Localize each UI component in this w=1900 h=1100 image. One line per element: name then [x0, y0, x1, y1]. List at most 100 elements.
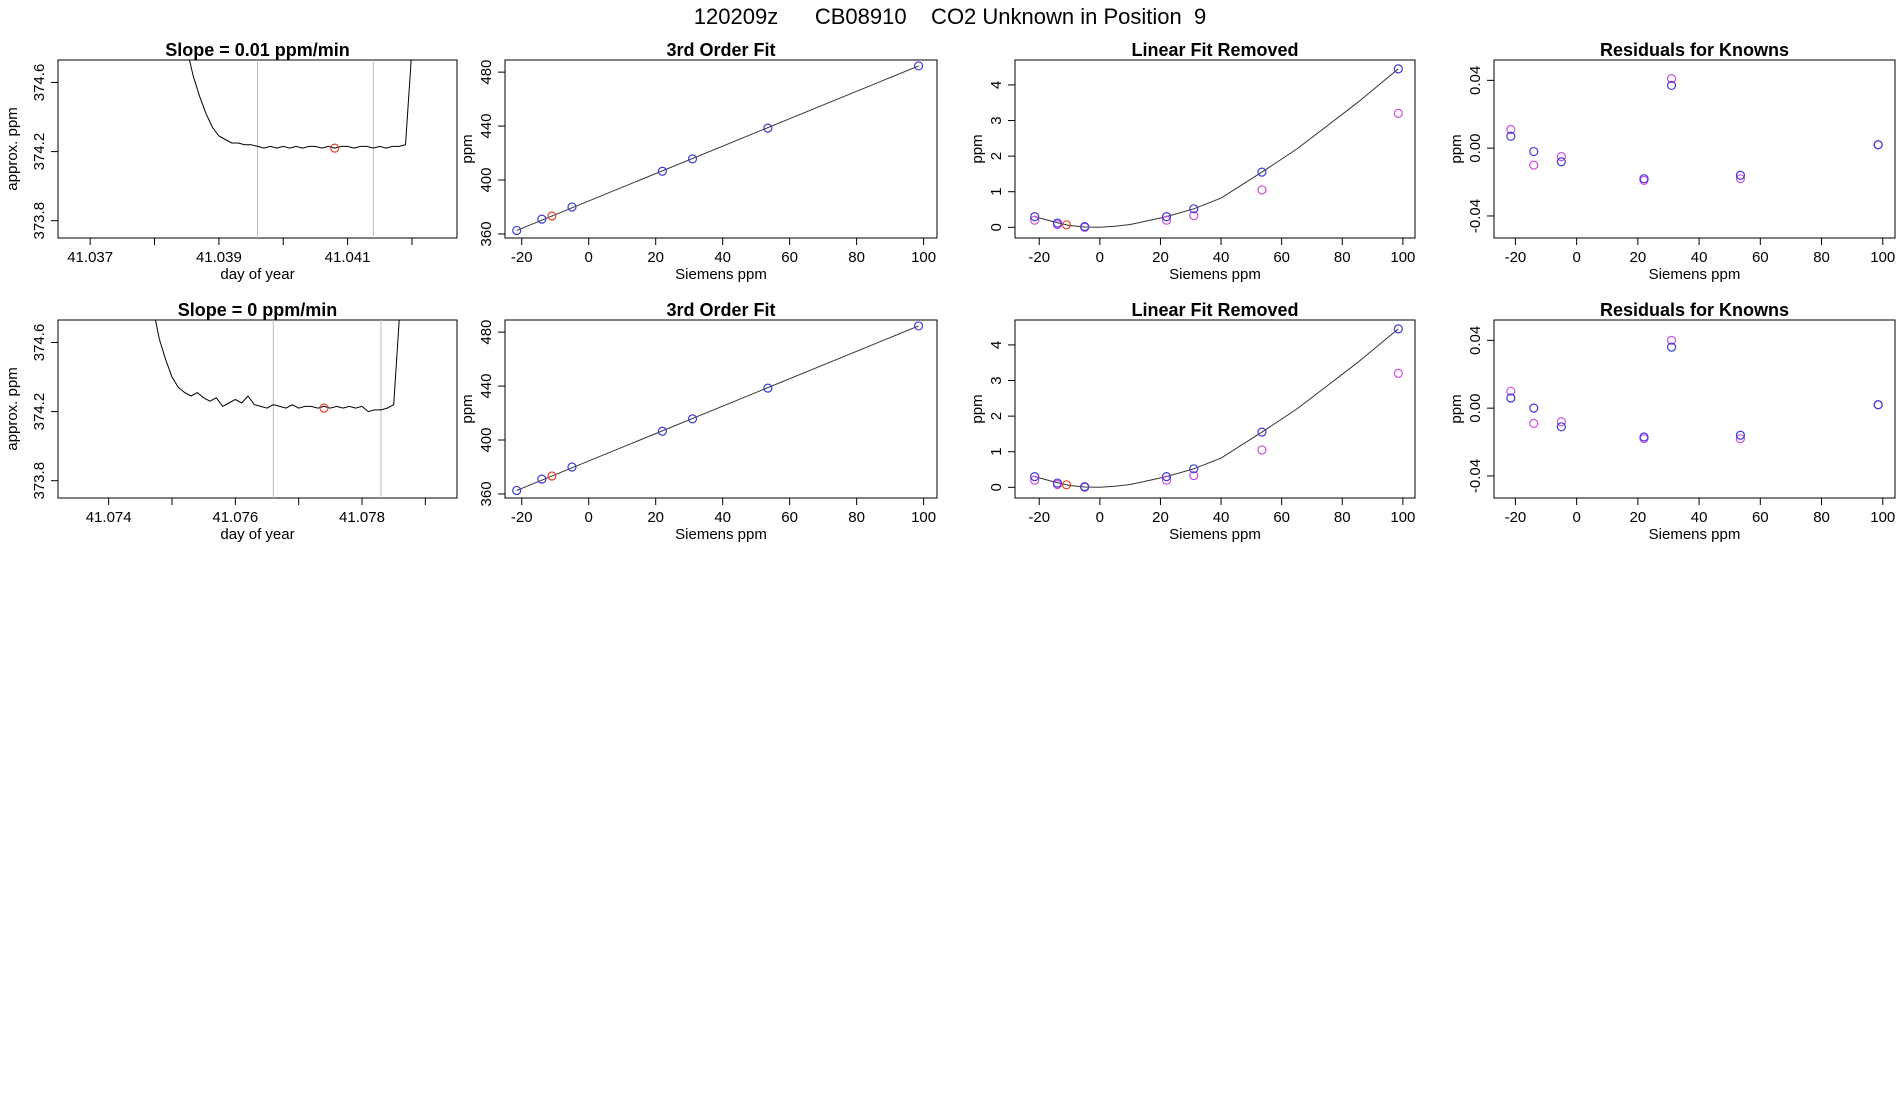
- y-axis-label: ppm: [459, 394, 476, 423]
- unknown-point: [1061, 220, 1072, 230]
- y-axis-label: approx. ppm: [4, 367, 21, 450]
- plot-area: [512, 61, 924, 236]
- y-axis-label: ppm: [969, 394, 986, 423]
- known-point: [512, 225, 522, 236]
- x-tick-label: 80: [1334, 249, 1351, 266]
- alt-point: [1556, 152, 1566, 162]
- plot-area: [1030, 64, 1403, 232]
- chart-r2-fit: 3rd Order Fit -20 0 20 40 60 80 100 360 400 440 480…: [459, 300, 938, 543]
- known-point: [567, 462, 577, 472]
- fit-line: [516, 325, 919, 491]
- y-tick-label: 440: [478, 374, 495, 399]
- known-point: [1161, 472, 1172, 482]
- chart-r1-timeseries: Slope = 0.01 ppm/min 41.037 41.039 41.041 37…: [4, 40, 458, 283]
- unknown-point: [1061, 480, 1072, 490]
- plot-area: [1030, 324, 1403, 492]
- x-tick-label: 60: [1752, 509, 1769, 526]
- x-axis-label: Siemens ppm: [675, 266, 767, 283]
- known-point: [1030, 472, 1040, 482]
- y-tick-label: 480: [478, 320, 495, 345]
- y-tick-label: 374.2: [31, 393, 48, 431]
- main-title: 120209z CB08910 CO2 Unknown in Position …: [693, 4, 1207, 29]
- y-axis-label: approx. ppm: [4, 107, 21, 190]
- unknown-point: [330, 143, 340, 153]
- known-point: [1030, 212, 1040, 222]
- known-point: [657, 426, 667, 436]
- alt-point: [1666, 335, 1677, 345]
- known-point: [1529, 146, 1539, 157]
- y-tick-label: 0.04: [1467, 326, 1484, 355]
- x-tick-label: 40: [1213, 249, 1230, 266]
- x-tick-label: 20: [1630, 509, 1647, 526]
- x-tick-label: -20: [1505, 509, 1527, 526]
- y-tick-label: 0.00: [1467, 394, 1484, 423]
- alt-point: [1161, 475, 1172, 485]
- known-point: [1639, 174, 1649, 184]
- alt-point: [1257, 185, 1267, 195]
- known-point: [1080, 482, 1090, 492]
- x-axis-label: day of year: [220, 526, 294, 543]
- known-point: [1666, 342, 1677, 352]
- y-tick-label: 373.8: [31, 202, 48, 240]
- y-tick-label: 3: [988, 116, 1005, 124]
- known-point: [687, 154, 698, 164]
- known-point: [1529, 403, 1539, 413]
- known-point: [763, 383, 773, 393]
- x-axis-label: Siemens ppm: [1649, 526, 1741, 543]
- y-axis-label: ppm: [459, 134, 476, 163]
- x-tick-label: 0: [1096, 249, 1104, 266]
- x-tick-label: 80: [1334, 509, 1351, 526]
- x-tick-label: 20: [647, 249, 664, 266]
- y-tick-label: 360: [478, 221, 495, 246]
- alt-point: [1189, 470, 1199, 481]
- panel-title: Slope = 0.01 ppm/min: [165, 40, 350, 60]
- known-point: [1556, 422, 1566, 432]
- known-point: [1189, 464, 1199, 474]
- y-tick-label: 374.2: [31, 133, 48, 171]
- panel-title: Linear Fit Removed: [1131, 300, 1298, 320]
- alt-point: [1529, 160, 1539, 170]
- y-axis-label: ppm: [969, 134, 986, 163]
- known-point: [1393, 64, 1403, 74]
- panel-title: 3rd Order Fit: [666, 300, 775, 320]
- alt-point: [1161, 215, 1172, 225]
- y-tick-label: 360: [478, 481, 495, 506]
- known-point: [537, 214, 547, 224]
- known-point: [1080, 222, 1090, 232]
- chart-r2-resid: Residuals for Knowns -20 0 20 40 60 80 100 -0.04…: [1448, 300, 1896, 543]
- x-tick-label: 60: [781, 509, 798, 526]
- y-tick-label: 0: [988, 223, 1005, 231]
- y-tick-label: 2: [988, 412, 1005, 420]
- x-tick-label: 41.078: [339, 509, 385, 526]
- y-tick-label: -0.04: [1467, 199, 1484, 233]
- known-point: [657, 166, 667, 176]
- chart-r2-linear: Linear Fit Removed -20 0 20 40 60 80 100 0 1 2 3 4 Si…: [969, 300, 1416, 543]
- known-point: [1873, 400, 1883, 410]
- known-point: [1189, 204, 1199, 214]
- y-tick-label: 480: [478, 60, 495, 85]
- alt-point: [1666, 74, 1677, 84]
- x-tick-label: 40: [1691, 509, 1708, 526]
- y-tick-label: 3: [988, 376, 1005, 384]
- known-point: [512, 485, 522, 496]
- panel-title: Linear Fit Removed: [1131, 40, 1298, 60]
- known-point: [1639, 432, 1649, 442]
- known-point: [1506, 393, 1516, 403]
- x-tick-label: 60: [1273, 249, 1290, 266]
- known-point: [1735, 170, 1746, 180]
- alt-point: [1257, 445, 1267, 455]
- x-tick-label: 100: [1870, 509, 1895, 526]
- known-point: [1257, 427, 1267, 437]
- x-tick-label: 20: [1152, 249, 1169, 266]
- y-tick-label: 4: [988, 81, 1005, 89]
- x-axis-label: Siemens ppm: [675, 526, 767, 543]
- x-axis-label: Siemens ppm: [1169, 266, 1261, 283]
- x-axis-label: Siemens ppm: [1649, 266, 1741, 283]
- plot-frame: [504, 319, 938, 499]
- alt-point: [1506, 124, 1516, 135]
- known-point: [687, 414, 698, 424]
- y-tick-label: 400: [478, 167, 495, 192]
- x-tick-label: 40: [1213, 509, 1230, 526]
- y-axis-label: ppm: [1448, 394, 1465, 423]
